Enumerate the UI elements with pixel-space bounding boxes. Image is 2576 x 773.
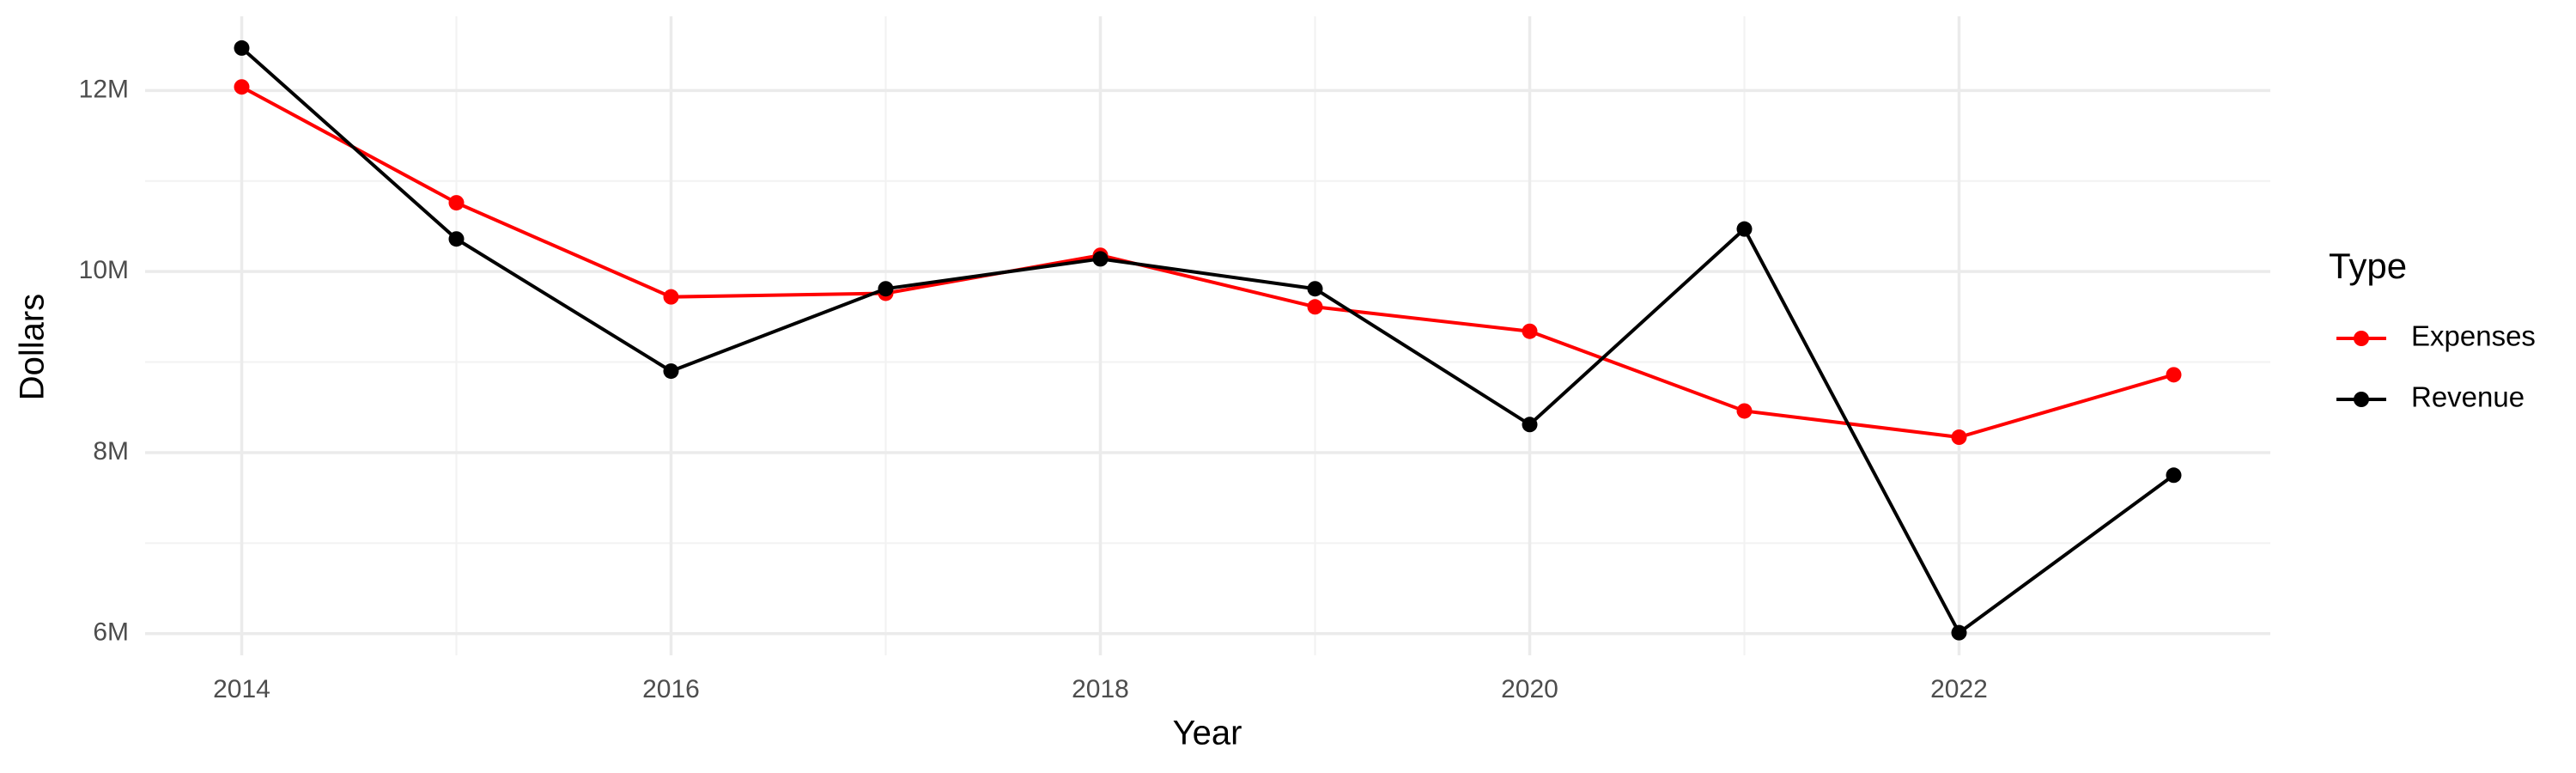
y-tick-label: 12M xyxy=(79,75,129,103)
series-line xyxy=(240,85,2175,440)
x-tick-label: 2016 xyxy=(642,675,700,703)
data-point xyxy=(1736,221,1753,237)
legend-label: Expenses xyxy=(2411,320,2536,352)
x-tick-label: 2022 xyxy=(1930,675,1988,703)
data-point xyxy=(1951,429,1967,446)
data-point xyxy=(448,195,465,211)
x-tick-label: 2014 xyxy=(213,675,270,703)
data-point xyxy=(1736,403,1753,419)
data-point xyxy=(2166,367,2182,383)
y-tick-label: 10M xyxy=(79,256,129,284)
data-point xyxy=(1522,323,1538,339)
data-point xyxy=(1307,299,1323,315)
series xyxy=(234,40,2182,641)
data-point xyxy=(234,40,250,56)
legend-point xyxy=(2354,392,2369,407)
data-point xyxy=(234,79,250,95)
grid xyxy=(145,16,2270,655)
data-point xyxy=(663,363,679,380)
x-axis-title: Year xyxy=(1173,715,1242,752)
y-axis-title: Dollars xyxy=(14,294,52,400)
legend-point xyxy=(2354,331,2369,346)
legend: Type Expenses Revenue xyxy=(2329,246,2536,413)
series-line xyxy=(240,46,2175,636)
data-point xyxy=(448,231,465,247)
y-tick-label: 6M xyxy=(93,618,129,647)
y-tick-label: 8M xyxy=(93,437,129,466)
data-point xyxy=(1307,281,1323,297)
data-point xyxy=(1092,251,1109,267)
x-tick-label: 2018 xyxy=(1072,675,1129,703)
data-point xyxy=(1951,624,1967,641)
legend-title: Type xyxy=(2329,246,2407,286)
data-point xyxy=(878,281,894,297)
data-point xyxy=(2166,467,2182,484)
legend-label: Revenue xyxy=(2411,381,2524,413)
data-point xyxy=(1522,417,1538,433)
data-point xyxy=(663,289,679,305)
series xyxy=(234,79,2182,446)
x-tick-label: 2020 xyxy=(1501,675,1558,703)
